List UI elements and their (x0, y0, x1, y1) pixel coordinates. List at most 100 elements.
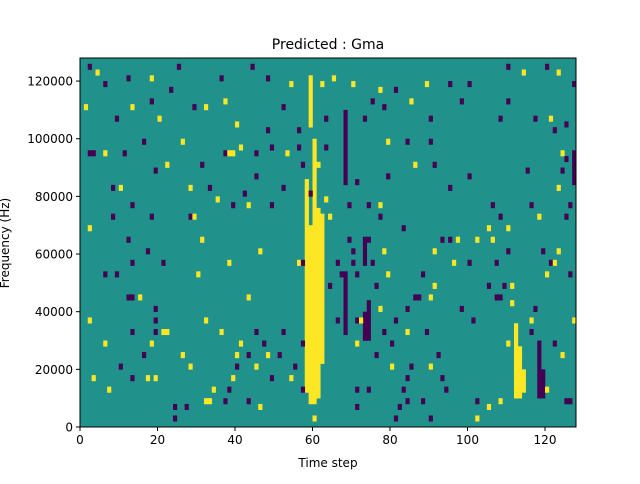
heatmap-cell (231, 150, 236, 157)
heatmap-cell (324, 144, 329, 151)
heatmap-cell (103, 271, 108, 278)
heatmap-cell (568, 398, 573, 405)
y-tick-label: 80000 (35, 190, 73, 204)
heatmap-cell (568, 202, 573, 209)
heatmap-cell (281, 328, 286, 336)
heatmap-cell (130, 294, 135, 301)
heatmap-cell (529, 202, 534, 209)
heatmap-cell (176, 63, 182, 70)
heatmap-background (80, 58, 576, 427)
heatmap-cell (266, 352, 271, 359)
heatmap-cell (219, 328, 224, 336)
heatmap-cell (335, 259, 340, 266)
heatmap-segment (517, 346, 523, 399)
heatmap-cell (196, 271, 201, 278)
heatmap-cell (545, 271, 550, 278)
heatmap-cell (149, 98, 154, 105)
heatmap-cell (498, 398, 503, 405)
heatmap-cell (235, 121, 240, 128)
heatmap-cell (475, 236, 480, 243)
heatmap-cell (564, 121, 569, 128)
heatmap-cell (324, 115, 329, 122)
heatmap-cell (223, 98, 228, 105)
heatmap-cell (157, 115, 162, 122)
heatmap-cell (405, 138, 410, 145)
heatmap-cell (169, 86, 174, 93)
heatmap-cell (448, 184, 453, 191)
heatmap-cell (452, 259, 457, 266)
heatmap-segment (362, 236, 368, 266)
heatmap-cell (459, 98, 464, 105)
heatmap-cell (564, 213, 569, 220)
heatmap-cell (355, 403, 360, 411)
y-tick-label: 100000 (27, 132, 73, 146)
plot-frame (79, 57, 577, 428)
heatmap-cell (126, 75, 131, 82)
heatmap-cell (145, 375, 151, 382)
heatmap-cell (246, 202, 251, 209)
heatmap-cell (556, 248, 561, 255)
heatmap-segment (537, 340, 542, 399)
heatmap-cell (204, 104, 209, 111)
heatmap-cell (355, 271, 360, 278)
heatmap-cell (475, 415, 480, 422)
heatmap-cell (215, 196, 220, 203)
heatmap-cell (386, 271, 391, 278)
heatmap-cell (87, 317, 92, 324)
heatmap-cell (355, 386, 360, 393)
heatmap-cell (548, 115, 554, 122)
heatmap-cell (506, 225, 511, 232)
heatmap-cell (207, 398, 213, 405)
heatmap-cell (328, 282, 333, 289)
heatmap-cell (393, 86, 399, 93)
heatmap-cell (91, 150, 96, 157)
heatmap-cell (355, 179, 360, 186)
heatmap-cell (200, 161, 205, 168)
heatmap-cell (506, 248, 511, 255)
heatmap-cell (428, 138, 433, 145)
heatmap-cell (254, 363, 259, 370)
heatmap-cell (521, 69, 526, 76)
heatmap-cell (506, 98, 511, 105)
heatmap-segment (320, 213, 325, 364)
heatmap-cell (525, 167, 530, 174)
heatmap-cell (289, 375, 294, 382)
heatmap-cell (111, 184, 116, 191)
heatmap-cell (556, 69, 561, 76)
heatmap-segment (572, 150, 577, 186)
heatmap-cell (428, 363, 433, 370)
heatmap-cell (366, 236, 371, 243)
heatmap-cell (374, 352, 379, 359)
heatmap-cell (397, 403, 402, 411)
heatmap-cell (328, 213, 333, 220)
heatmap-cell (316, 161, 321, 168)
heatmap-cell (440, 375, 445, 382)
heatmap-cell (246, 398, 251, 405)
heatmap-cell (413, 161, 418, 168)
heatmap-cell (424, 81, 430, 88)
heatmap-cell (320, 81, 325, 88)
heatmap-cell (130, 375, 135, 382)
heatmap-cell (424, 328, 430, 336)
heatmap-cell (386, 173, 391, 180)
heatmap-cell (114, 271, 120, 278)
heatmap-cell (436, 352, 441, 359)
heatmap-cell (269, 202, 275, 209)
heatmap-cell (188, 184, 193, 191)
heatmap-cell (506, 340, 511, 347)
heatmap-cell (490, 236, 495, 243)
heatmap-cell (324, 196, 329, 203)
heatmap-cell (103, 150, 108, 157)
heatmap-cell (409, 98, 414, 105)
heatmap-cell (289, 81, 294, 88)
heatmap-cell (393, 317, 399, 324)
heatmap-cell (145, 248, 151, 255)
heatmap-cell (142, 352, 147, 359)
heatmap-cell (281, 184, 286, 191)
heatmap-cell (428, 294, 433, 301)
heatmap-cell (448, 81, 453, 88)
heatmap-segment (343, 271, 348, 336)
heatmap-segment (541, 369, 546, 399)
heatmap-cell (312, 213, 317, 220)
